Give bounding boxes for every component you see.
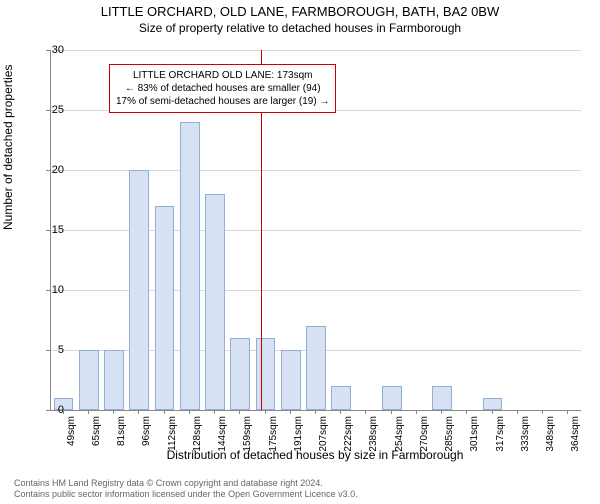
histogram-bar — [155, 206, 175, 410]
y-tick-mark — [46, 230, 50, 231]
x-tick-mark — [315, 410, 316, 414]
footer-line: Contains public sector information licen… — [14, 489, 358, 500]
x-tick-mark — [265, 410, 266, 414]
chart-title: LITTLE ORCHARD, OLD LANE, FARMBOROUGH, B… — [0, 4, 600, 19]
x-tick-mark — [441, 410, 442, 414]
x-tick-mark — [63, 410, 64, 414]
chart-container: LITTLE ORCHARD, OLD LANE, FARMBOROUGH, B… — [0, 4, 600, 504]
histogram-bar — [205, 194, 225, 410]
x-tick-mark — [340, 410, 341, 414]
histogram-bar — [483, 398, 503, 410]
x-tick-mark — [138, 410, 139, 414]
histogram-bar — [432, 386, 452, 410]
y-tick-mark — [46, 410, 50, 411]
y-tick-mark — [46, 170, 50, 171]
footer-line: Contains HM Land Registry data © Crown c… — [14, 478, 358, 489]
histogram-bar — [382, 386, 402, 410]
x-tick-mark — [214, 410, 215, 414]
x-axis-label: Distribution of detached houses by size … — [50, 448, 580, 462]
x-tick-mark — [113, 410, 114, 414]
x-tick-mark — [542, 410, 543, 414]
y-axis-label: Number of detached properties — [1, 65, 15, 230]
x-tick-mark — [239, 410, 240, 414]
plot-area: LITTLE ORCHARD OLD LANE: 173sqm← 83% of … — [50, 50, 581, 411]
histogram-bar — [306, 326, 326, 410]
chart-subtitle: Size of property relative to detached ho… — [0, 21, 600, 35]
histogram-bar — [129, 170, 149, 410]
grid-line — [51, 50, 581, 51]
histogram-bar — [256, 338, 276, 410]
histogram-bar — [180, 122, 200, 410]
histogram-bar — [331, 386, 351, 410]
callout-line: LITTLE ORCHARD OLD LANE: 173sqm — [116, 69, 329, 82]
histogram-bar — [281, 350, 301, 410]
y-tick-mark — [46, 290, 50, 291]
x-tick-mark — [88, 410, 89, 414]
x-tick-mark — [365, 410, 366, 414]
x-tick-mark — [391, 410, 392, 414]
x-tick-mark — [466, 410, 467, 414]
x-tick-mark — [189, 410, 190, 414]
histogram-bar — [230, 338, 250, 410]
x-tick-mark — [164, 410, 165, 414]
callout-line: 17% of semi-detached houses are larger (… — [116, 95, 329, 108]
y-tick-mark — [46, 110, 50, 111]
x-tick-mark — [416, 410, 417, 414]
x-tick-mark — [492, 410, 493, 414]
x-tick-mark — [290, 410, 291, 414]
callout-box: LITTLE ORCHARD OLD LANE: 173sqm← 83% of … — [109, 64, 336, 113]
x-tick-mark — [517, 410, 518, 414]
y-tick-mark — [46, 50, 50, 51]
attribution-footer: Contains HM Land Registry data © Crown c… — [14, 478, 358, 501]
y-tick-mark — [46, 350, 50, 351]
histogram-bar — [104, 350, 124, 410]
histogram-bar — [79, 350, 99, 410]
x-tick-mark — [567, 410, 568, 414]
callout-line: ← 83% of detached houses are smaller (94… — [116, 82, 329, 95]
